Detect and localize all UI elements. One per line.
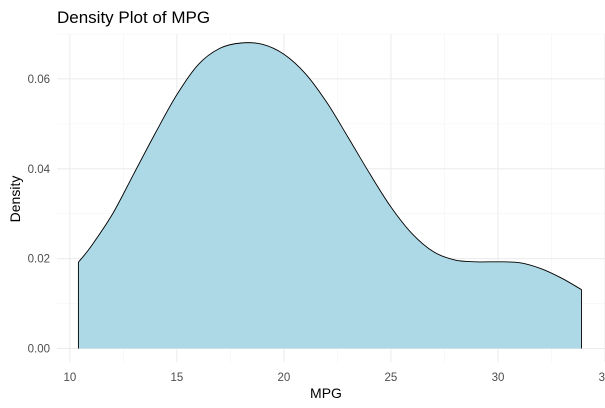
x-tick-label: 35 <box>599 372 605 384</box>
x-tick-label: 20 <box>278 372 291 384</box>
y-tick-label: 0.04 <box>28 164 51 176</box>
x-tick-label: 10 <box>63 372 76 384</box>
density-line <box>77 42 582 349</box>
x-tick-label: 30 <box>492 372 505 384</box>
y-tick-label: 0.02 <box>28 254 50 266</box>
x-axis-title: MPG <box>310 385 342 401</box>
y-tick-label: 0.00 <box>28 344 50 356</box>
x-tick-label: 25 <box>385 372 398 384</box>
chart-title: Density Plot of MPG <box>57 8 210 27</box>
density-series <box>77 42 582 349</box>
x-tick-label: 15 <box>170 372 183 384</box>
y-tick-label: 0.06 <box>28 74 50 86</box>
x-axis-ticks: 10 15 20 25 30 35 <box>63 372 605 384</box>
density-area-fill <box>78 42 582 349</box>
y-axis-title: Density <box>7 176 23 223</box>
y-axis-ticks: 0.00 0.02 0.04 0.06 <box>28 74 51 356</box>
